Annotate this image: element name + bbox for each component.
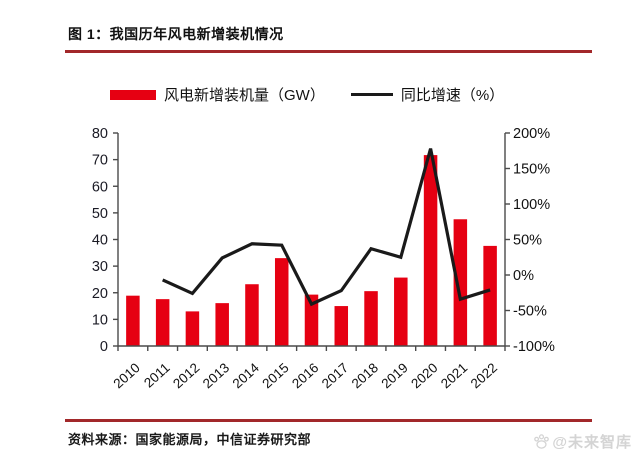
paw-icon: [534, 434, 550, 449]
bar-2022: [483, 245, 497, 346]
bar-2020: [423, 155, 438, 346]
right-axis-label: 100%: [513, 197, 550, 213]
title-underline: [65, 50, 592, 53]
x-axis-label: 2014: [230, 360, 263, 392]
left-axis-label: 10: [92, 312, 108, 328]
footer-divider: [65, 419, 592, 422]
legend-bar-swatch: [110, 89, 156, 100]
x-axis-label: 2019: [378, 360, 410, 391]
x-axis-label: 2011: [141, 360, 173, 391]
x-axis-label: 2018: [349, 360, 381, 391]
right-axis-label: 0%: [513, 268, 534, 284]
right-axis-label: 150%: [513, 162, 550, 178]
bar-2012: [185, 311, 200, 346]
left-axis-label: 40: [92, 233, 108, 249]
bar-2011: [155, 299, 170, 346]
left-axis-label: 30: [92, 259, 108, 275]
legend-bar-label: 风电新增装机量（GW）: [164, 87, 325, 104]
left-axis-label: 80: [92, 126, 108, 142]
left-axis-label: 0: [100, 339, 108, 355]
legend-line-label: 同比增速（%）: [400, 87, 505, 104]
figure-title: 图 1：我国历年风电新增装机情况: [68, 26, 284, 42]
left-axis-label: 20: [92, 286, 108, 302]
x-axis-label: 2022: [468, 360, 500, 391]
chart-legend: 风电新增装机量（GW） 同比增速（%）: [110, 84, 504, 105]
bar-2021: [453, 219, 468, 346]
x-axis-label: 2021: [438, 360, 470, 391]
bar-2014: [245, 284, 259, 346]
x-axis-label: 2017: [319, 360, 351, 391]
bar-2018: [364, 291, 378, 346]
right-axis-label: 50%: [513, 233, 542, 249]
right-axis-label: -50%: [513, 304, 547, 320]
watermark: @未来智库: [533, 431, 632, 452]
left-axis-label: 60: [92, 179, 108, 195]
bar-2010: [126, 295, 140, 346]
legend-line-swatch: [350, 92, 393, 97]
source-note: 资料来源：国家能源局，中信证券研究部: [68, 432, 312, 447]
right-axis-label: -100%: [513, 339, 555, 355]
left-axis-label: 70: [92, 153, 108, 169]
x-axis-label: 2010: [111, 360, 143, 391]
watermark-text: @未来智库: [552, 434, 632, 451]
x-axis-label: 2020: [408, 360, 440, 391]
x-axis-label: 2015: [259, 360, 291, 391]
right-axis-label: 200%: [513, 126, 550, 142]
bar-2015: [274, 258, 289, 346]
bar-2019: [394, 277, 408, 346]
bar-2016: [304, 294, 319, 346]
x-axis-label: 2013: [200, 360, 232, 391]
x-axis-label: 2016: [289, 360, 321, 391]
x-axis-label: 2012: [170, 360, 202, 391]
wind-installations-chart: 0 10 20 30 40 50 60 70 80 -100% -50% 0% 50% 100% 150% 2…: [92, 126, 555, 392]
bar-2017: [334, 306, 349, 346]
yoy-growth-line: [161, 148, 491, 307]
left-axis-label: 50: [92, 206, 108, 222]
bar-2013: [215, 303, 229, 346]
